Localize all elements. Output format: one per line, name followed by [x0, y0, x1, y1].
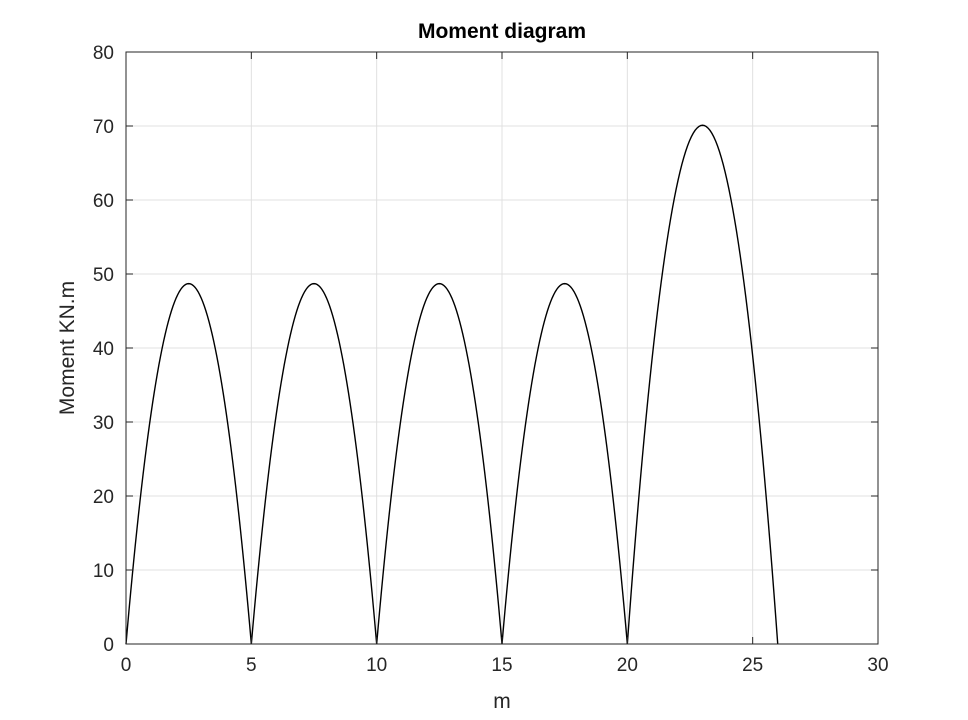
x-axis-label: m: [493, 690, 511, 713]
y-tick-label: 80: [93, 43, 114, 64]
ticks: 0 5 10 15 20 25 30 0 10 20 30 40 50 60 70 80: [93, 43, 889, 676]
moment-curve-segment: [125, 282, 253, 645]
y-tick-label: 20: [93, 487, 114, 508]
y-tick-label: 40: [93, 339, 114, 360]
y-tick-label: 30: [93, 413, 114, 434]
y-tick-label: 70: [93, 117, 114, 138]
curve-layer: [125, 124, 779, 645]
y-tick-label: 0: [103, 635, 114, 656]
y-tick-label: 60: [93, 191, 114, 212]
y-tick-label: 50: [93, 265, 114, 286]
x-tick-label: 20: [617, 655, 638, 676]
moment-curve-segment: [626, 124, 779, 645]
x-tick-label: 30: [867, 655, 888, 676]
y-tick-label: 10: [93, 561, 114, 582]
moment-curve-segment: [250, 282, 378, 645]
moment-curve-segment: [375, 282, 503, 645]
x-tick-label: 10: [366, 655, 387, 676]
chart-title: Moment diagram: [418, 20, 586, 43]
moment-curve-segment: [501, 282, 629, 645]
x-tick-label: 25: [742, 655, 763, 676]
x-tick-label: 0: [121, 655, 132, 676]
x-tick-label: 15: [491, 655, 512, 676]
x-tick-label: 5: [246, 655, 257, 676]
y-axis-label: Moment KN.m: [56, 281, 79, 415]
